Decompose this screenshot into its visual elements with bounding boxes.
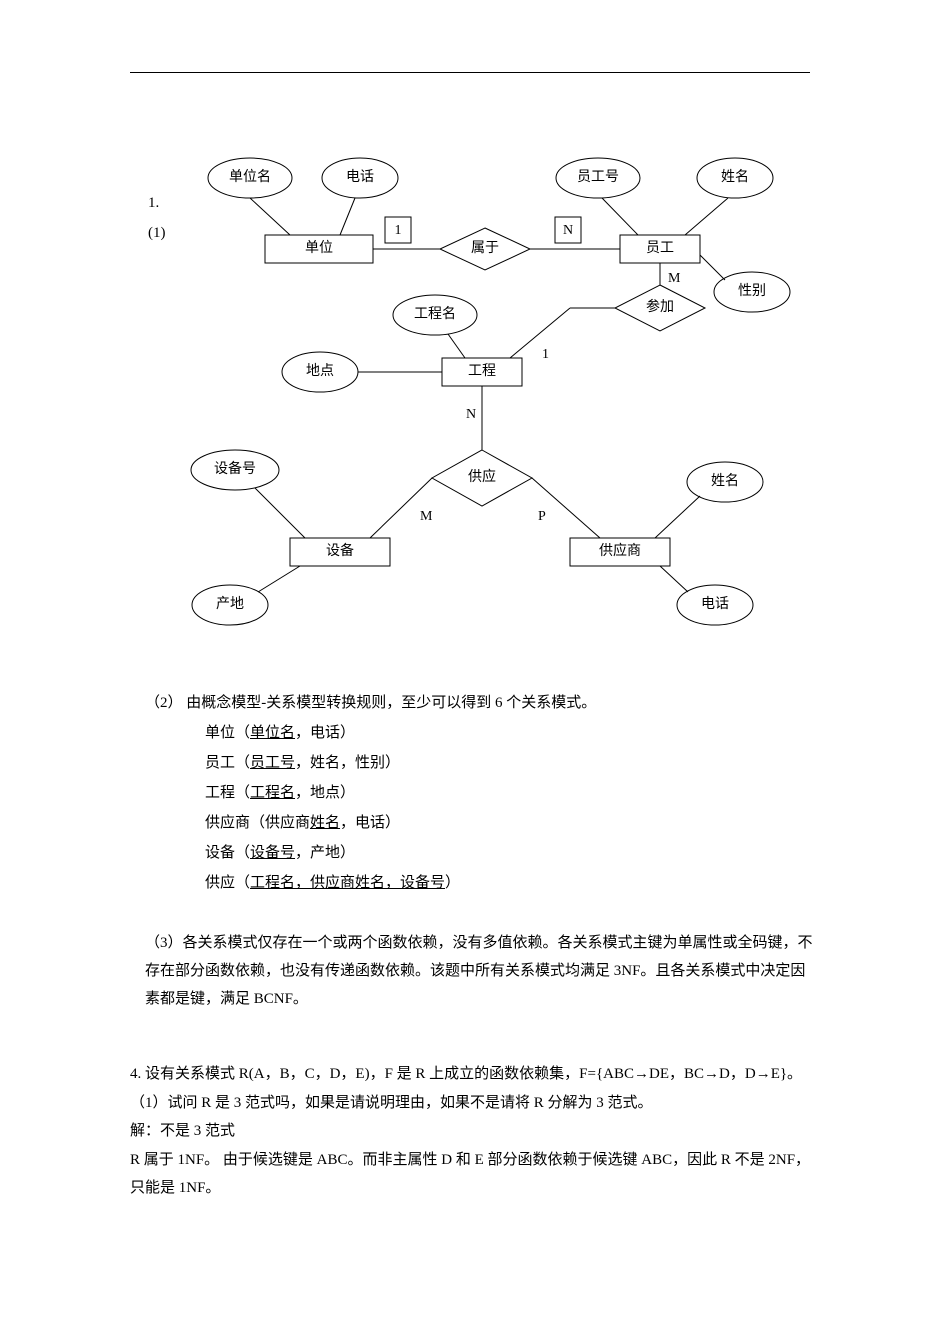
question4-block: 4. 设有关系模式 R(A，B，C，D，E)，F 是 R 上成立的函数依赖集，F… bbox=[130, 1060, 820, 1203]
page-container: 1. (1) 单位名 电话 员工号 姓名 单位 员工 性别 属于 bbox=[0, 0, 950, 1344]
card-m-emp: M bbox=[668, 271, 681, 286]
er-diagram: 单位名 电话 员工号 姓名 单位 员工 性别 属于 1 N bbox=[170, 150, 810, 650]
card-1-unit: 1 bbox=[395, 223, 402, 238]
rel-participate: 参加 bbox=[646, 298, 674, 315]
section2-block: （2） 由概念模型-关系模型转换规则，至少可以得到 6 个关系模式。 单位（单位… bbox=[145, 688, 815, 898]
rel-line-1: 员工（员工号，姓名，性别） bbox=[205, 748, 815, 778]
attr-phone: 电话 bbox=[346, 169, 374, 185]
q4-answer-label: 解：不是 3 范式 bbox=[130, 1117, 820, 1146]
attr-equip-no: 设备号 bbox=[214, 460, 256, 477]
rel-line-3: 供应商（供应商姓名，电话） bbox=[205, 808, 815, 838]
attr-emp-no: 员工号 bbox=[577, 170, 619, 185]
card-p-sup: P bbox=[538, 509, 546, 524]
card-n-proj: N bbox=[466, 407, 476, 422]
rel-supply: 供应 bbox=[468, 468, 496, 485]
section3-block: （3）各关系模式仅存在一个或两个函数依赖，没有多值依赖。各关系模式主键为单属性或… bbox=[145, 930, 815, 1013]
header-rule bbox=[130, 72, 810, 73]
q1-label: 1. bbox=[148, 195, 159, 212]
attr-name: 姓名 bbox=[721, 169, 749, 185]
entity-supplier: 供应商 bbox=[599, 542, 641, 559]
card-1-proj: 1 bbox=[542, 347, 549, 362]
attr-origin: 产地 bbox=[216, 596, 244, 612]
rel-line-2: 工程（工程名，地点） bbox=[205, 778, 815, 808]
q1-sub-label: (1) bbox=[148, 225, 166, 242]
attr-sup-name: 姓名 bbox=[711, 473, 739, 489]
section2-heading: （2） 由概念模型-关系模型转换规则，至少可以得到 6 个关系模式。 bbox=[145, 688, 815, 718]
entity-equipment: 设备 bbox=[326, 542, 354, 559]
q4-title: 4. 设有关系模式 R(A，B，C，D，E)，F 是 R 上成立的函数依赖集，F… bbox=[130, 1060, 820, 1089]
section3-text: （3）各关系模式仅存在一个或两个函数依赖，没有多值依赖。各关系模式主键为单属性或… bbox=[145, 935, 813, 1007]
attr-location: 地点 bbox=[306, 363, 334, 379]
attr-sup-phone: 电话 bbox=[701, 596, 729, 612]
rel-line-5: 供应（工程名，供应商姓名，设备号） bbox=[205, 868, 815, 898]
attr-unit-name: 单位名 bbox=[229, 169, 271, 185]
entity-unit: 单位 bbox=[305, 240, 333, 256]
q4-explanation: R 属于 1NF。 由于候选键是 ABC。而非主属性 D 和 E 部分函数依赖于… bbox=[130, 1146, 820, 1203]
rel-belongs: 属于 bbox=[471, 241, 499, 256]
attr-proj-name: 工程名 bbox=[414, 306, 456, 322]
card-m-equip: M bbox=[420, 509, 433, 524]
rel-line-0: 单位（单位名，电话） bbox=[205, 718, 815, 748]
entity-employee: 员工 bbox=[646, 241, 674, 256]
rel-line-4: 设备（设备号，产地） bbox=[205, 838, 815, 868]
card-n-emp: N bbox=[563, 223, 573, 238]
q4-sub1: （1）试问 R 是 3 范式吗，如果是请说明理由，如果不是请将 R 分解为 3 … bbox=[130, 1089, 820, 1118]
attr-gender: 性别 bbox=[738, 283, 766, 299]
entity-project: 工程 bbox=[468, 363, 496, 379]
